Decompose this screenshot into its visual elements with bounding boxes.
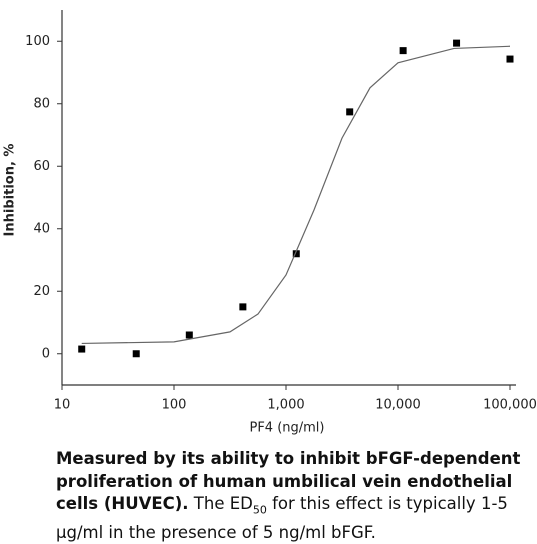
data-point [78, 345, 86, 353]
fit-curve [81, 45, 511, 345]
y-axis-label: Inhibition, % [3, 144, 18, 237]
data-point [506, 55, 514, 63]
y-tick-label: 20 [33, 284, 50, 299]
x-tick-label: 100 [162, 398, 187, 413]
y-tick-label: 100 [25, 34, 50, 49]
caption-text: The ED [188, 494, 253, 513]
y-tick-label: 80 [33, 96, 50, 111]
data-point [453, 39, 461, 47]
caption-text: for this effect is typically 1-5 µg/ml i… [56, 494, 508, 542]
data-point [239, 303, 247, 311]
data-point [292, 250, 300, 258]
data-point [346, 108, 354, 116]
data-point [399, 47, 407, 55]
x-tick-label: 10 [54, 398, 71, 413]
x-tick-label: 10,000 [375, 398, 421, 413]
y-tick-label: 0 [42, 346, 50, 361]
data-point [132, 350, 140, 358]
caption: Measured by its ability to inhibit bFGF-… [56, 448, 534, 544]
caption-subscript: 50 [252, 503, 267, 517]
chart: PF4 (ng/ml) Inhibition, % 0 20 40 60 80 100 10… [3, 10, 537, 436]
x-axis-label: PF4 (ng/ml) [249, 421, 324, 436]
y-tick-label: 40 [33, 221, 50, 236]
x-tick-label: 1,000 [267, 398, 304, 413]
caption-bold: Measured by its ability to inhibit bFGF-… [56, 449, 521, 513]
data-point [185, 331, 193, 339]
x-tick-label: 100,000 [483, 398, 537, 413]
y-tick-label: 60 [33, 159, 50, 174]
